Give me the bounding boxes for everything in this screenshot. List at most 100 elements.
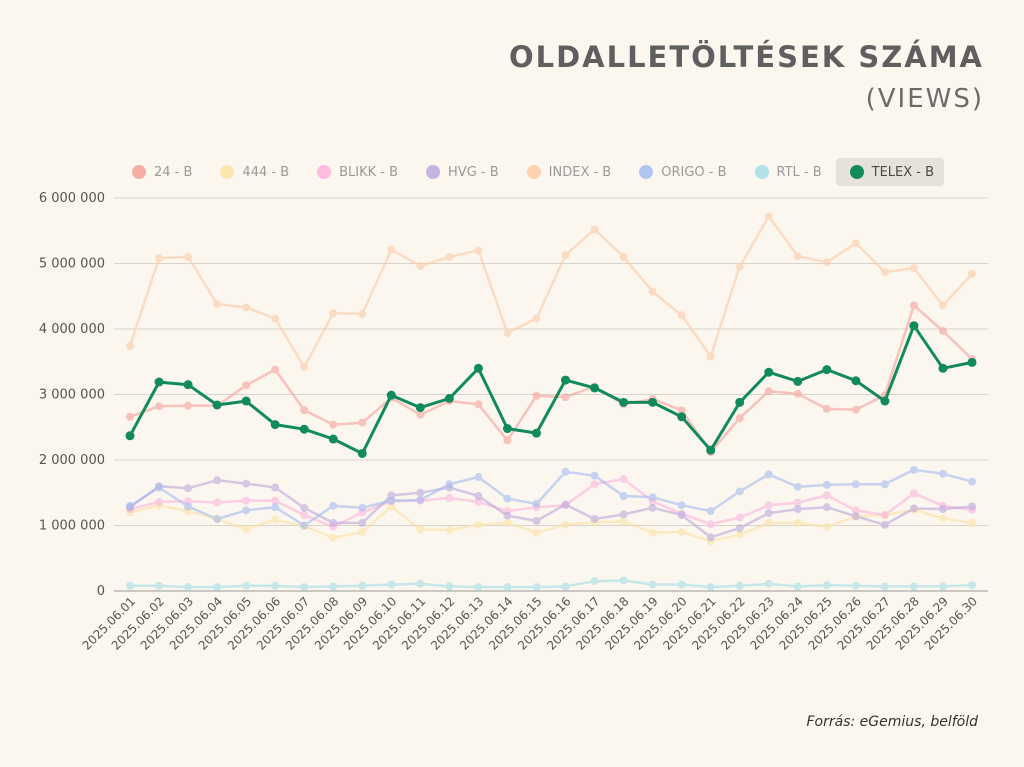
data-point[interactable] <box>213 300 222 309</box>
data-point[interactable] <box>125 431 135 441</box>
data-point[interactable] <box>532 528 541 537</box>
data-point[interactable] <box>503 494 512 503</box>
data-point[interactable] <box>445 480 454 489</box>
data-point[interactable] <box>532 391 541 400</box>
data-point[interactable] <box>968 502 976 511</box>
data-point[interactable] <box>590 514 599 523</box>
data-point[interactable] <box>851 239 860 248</box>
legend-item-24-b[interactable]: 24 - B <box>118 158 202 186</box>
data-point[interactable] <box>532 314 541 323</box>
data-point[interactable] <box>184 401 193 410</box>
data-point[interactable] <box>677 501 686 510</box>
data-point[interactable] <box>155 497 164 506</box>
data-point[interactable] <box>822 404 831 413</box>
data-point[interactable] <box>271 365 280 374</box>
data-point[interactable] <box>677 311 686 320</box>
data-point[interactable] <box>764 367 774 377</box>
data-point[interactable] <box>358 309 367 318</box>
data-point[interactable] <box>851 376 861 386</box>
data-point[interactable] <box>561 582 570 591</box>
data-point[interactable] <box>213 514 222 523</box>
data-point[interactable] <box>822 581 831 590</box>
data-point[interactable] <box>561 500 570 509</box>
data-point[interactable] <box>851 480 860 489</box>
data-point[interactable] <box>793 518 802 527</box>
data-point[interactable] <box>822 258 831 267</box>
data-point[interactable] <box>880 396 890 406</box>
data-point[interactable] <box>619 517 628 526</box>
data-point[interactable] <box>126 501 134 510</box>
data-point[interactable] <box>880 480 889 489</box>
data-point[interactable] <box>300 521 309 530</box>
legend-item-444-b[interactable]: 444 - B <box>206 158 299 186</box>
data-point[interactable] <box>212 400 222 410</box>
data-point[interactable] <box>619 397 629 407</box>
legend-item-rtl-b[interactable]: RTL - B <box>741 158 832 186</box>
data-point[interactable] <box>851 506 860 515</box>
data-point[interactable] <box>184 484 193 493</box>
data-point[interactable] <box>271 515 280 524</box>
data-point[interactable] <box>735 581 744 590</box>
data-point[interactable] <box>242 479 251 488</box>
data-point[interactable] <box>648 493 657 502</box>
data-point[interactable] <box>242 506 251 515</box>
data-point[interactable] <box>880 268 889 277</box>
data-point[interactable] <box>474 246 483 255</box>
data-point[interactable] <box>503 436 512 445</box>
data-point[interactable] <box>242 303 251 312</box>
data-point[interactable] <box>474 497 483 506</box>
data-point[interactable] <box>706 520 715 529</box>
data-point[interactable] <box>271 581 280 590</box>
data-point[interactable] <box>909 465 918 474</box>
data-point[interactable] <box>880 520 889 529</box>
data-point[interactable] <box>619 510 628 519</box>
data-point[interactable] <box>909 301 918 310</box>
data-point[interactable] <box>764 509 773 518</box>
data-point[interactable] <box>126 412 134 421</box>
data-point[interactable] <box>387 496 396 505</box>
data-point[interactable] <box>444 393 454 403</box>
data-point[interactable] <box>416 488 425 497</box>
data-point[interactable] <box>793 582 802 591</box>
data-point[interactable] <box>909 321 919 331</box>
data-point[interactable] <box>242 525 251 534</box>
data-point[interactable] <box>328 434 338 444</box>
data-point[interactable] <box>822 480 831 489</box>
data-point[interactable] <box>590 480 599 489</box>
data-point[interactable] <box>938 301 947 310</box>
data-point[interactable] <box>561 250 570 259</box>
data-point[interactable] <box>184 583 193 592</box>
data-point[interactable] <box>793 376 803 386</box>
data-point[interactable] <box>126 581 134 590</box>
data-point[interactable] <box>445 526 454 535</box>
data-point[interactable] <box>358 528 367 537</box>
data-point[interactable] <box>271 503 280 512</box>
data-point[interactable] <box>532 516 541 525</box>
data-point[interactable] <box>648 580 657 589</box>
data-point[interactable] <box>764 212 773 221</box>
data-point[interactable] <box>851 512 860 521</box>
data-point[interactable] <box>968 581 976 590</box>
legend-item-index-b[interactable]: INDEX - B <box>513 158 622 186</box>
data-point[interactable] <box>968 477 976 486</box>
data-point[interactable] <box>648 528 657 537</box>
data-point[interactable] <box>416 579 425 588</box>
data-point[interactable] <box>154 377 164 387</box>
data-point[interactable] <box>358 418 367 427</box>
data-point[interactable] <box>532 499 541 508</box>
data-point[interactable] <box>590 383 600 393</box>
data-point[interactable] <box>241 396 251 406</box>
data-point[interactable] <box>300 503 309 512</box>
data-point[interactable] <box>358 503 367 512</box>
data-point[interactable] <box>445 252 454 261</box>
data-point[interactable] <box>706 583 715 592</box>
data-point[interactable] <box>561 520 570 529</box>
data-point[interactable] <box>735 513 744 522</box>
data-point[interactable] <box>474 520 483 529</box>
data-point[interactable] <box>387 580 396 589</box>
data-point[interactable] <box>387 245 396 254</box>
data-point[interactable] <box>822 491 831 500</box>
data-point[interactable] <box>386 390 396 400</box>
data-point[interactable] <box>822 365 832 375</box>
data-point[interactable] <box>561 393 570 402</box>
